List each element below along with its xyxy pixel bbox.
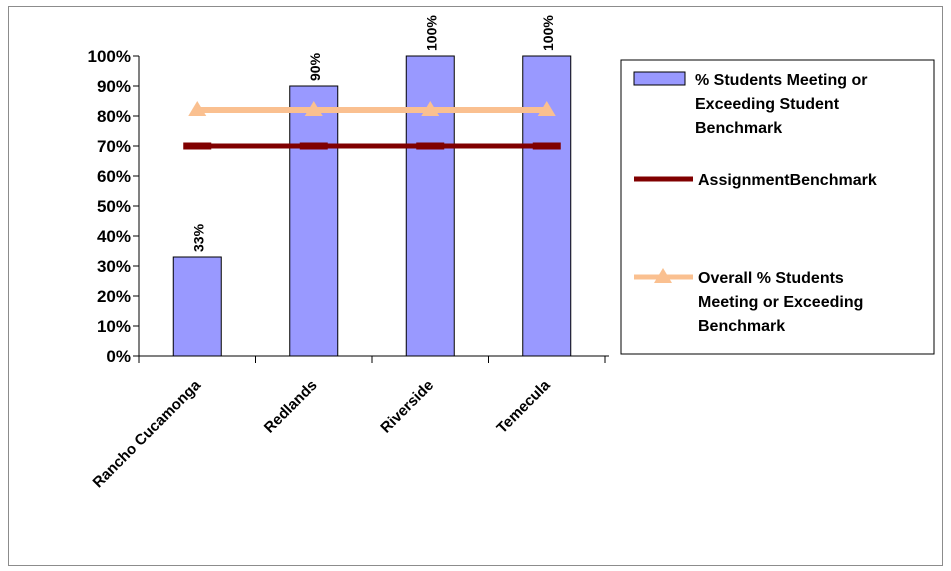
- legend-triangle-marker: [654, 268, 672, 283]
- line-marker-0-1: [299, 142, 328, 150]
- y-tick-label-8: 80%: [97, 107, 131, 126]
- legend-label-0: % Students Meeting or Exceeding Student Be…: [695, 72, 867, 137]
- y-tick-label-5: 50%: [97, 197, 131, 216]
- y-tick-label-3: 30%: [97, 257, 131, 276]
- y-tick-label-7: 70%: [97, 137, 131, 156]
- bar-data-label-2: 100%: [423, 15, 439, 51]
- bar-data-label-3: 100%: [540, 15, 556, 51]
- chart-svg: 0% 10% 20% 30% 40% 50% 60% 70% 80% 90% 100% Rancho …: [88, 15, 935, 491]
- category-label-2: Riverside: [377, 377, 437, 437]
- triangle-marker-1: [304, 101, 323, 116]
- triangle-marker-0: [188, 101, 207, 116]
- triangle-marker-2: [421, 101, 440, 116]
- line-marker-0-0: [183, 142, 212, 150]
- y-tick-label-4: 40%: [97, 227, 131, 246]
- bar-1: [289, 85, 339, 357]
- category-label-3: Temecula: [493, 376, 554, 437]
- y-tick-label-9: 90%: [97, 77, 131, 96]
- legend-label-1: AssignmentBenchmark: [698, 172, 877, 189]
- legend-label-2: Overall % Students Meeting or Exceeding Be…: [698, 270, 863, 335]
- line-marker-0-3: [532, 142, 561, 150]
- bar-data-label-0: 33%: [190, 223, 206, 252]
- y-tick-label-0: 0%: [106, 347, 131, 366]
- legend-bar-swatch: [633, 71, 686, 86]
- legend-box: [620, 59, 935, 355]
- y-tick-label-6: 60%: [97, 167, 131, 186]
- bar-data-label-1: 90%: [307, 52, 323, 81]
- bar-0: [172, 256, 222, 357]
- line-marker-0-2: [416, 142, 445, 150]
- category-label-1: Redlands: [261, 377, 321, 437]
- y-tick-label-10: 100%: [88, 47, 131, 66]
- category-label-0: Rancho Cucamonga: [90, 376, 205, 491]
- chart-frame: 0% 10% 20% 30% 40% 50% 60% 70% 80% 90% 100% Rancho …: [8, 6, 943, 566]
- y-tick-label-2: 20%: [97, 287, 131, 306]
- y-tick-label-1: 10%: [97, 317, 131, 336]
- triangle-marker-3: [537, 101, 556, 116]
